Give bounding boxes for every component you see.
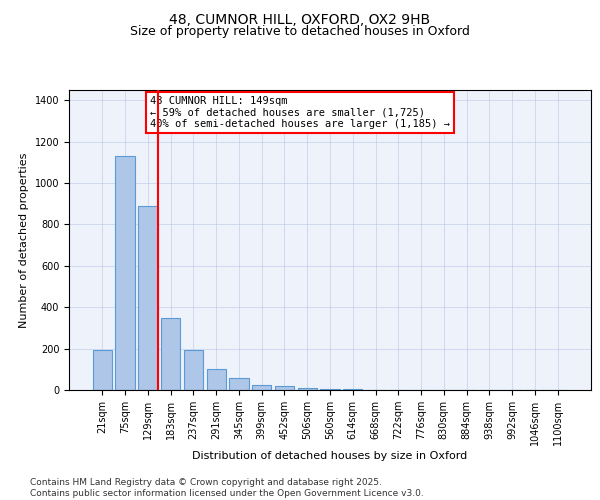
X-axis label: Distribution of detached houses by size in Oxford: Distribution of detached houses by size … — [193, 450, 467, 460]
Bar — [184, 350, 203, 390]
Bar — [206, 370, 226, 390]
Bar — [320, 389, 340, 390]
Bar — [161, 318, 181, 390]
Bar — [93, 350, 112, 390]
Y-axis label: Number of detached properties: Number of detached properties — [19, 152, 29, 328]
Bar — [252, 385, 271, 390]
Bar — [229, 378, 248, 390]
Bar — [298, 388, 317, 390]
Text: Contains HM Land Registry data © Crown copyright and database right 2025.
Contai: Contains HM Land Registry data © Crown c… — [30, 478, 424, 498]
Bar — [275, 386, 294, 390]
Text: Size of property relative to detached houses in Oxford: Size of property relative to detached ho… — [130, 25, 470, 38]
Text: 48, CUMNOR HILL, OXFORD, OX2 9HB: 48, CUMNOR HILL, OXFORD, OX2 9HB — [169, 12, 431, 26]
Bar — [138, 206, 158, 390]
Text: 48 CUMNOR HILL: 149sqm
← 59% of detached houses are smaller (1,725)
40% of semi-: 48 CUMNOR HILL: 149sqm ← 59% of detached… — [150, 96, 450, 129]
Bar — [115, 156, 135, 390]
